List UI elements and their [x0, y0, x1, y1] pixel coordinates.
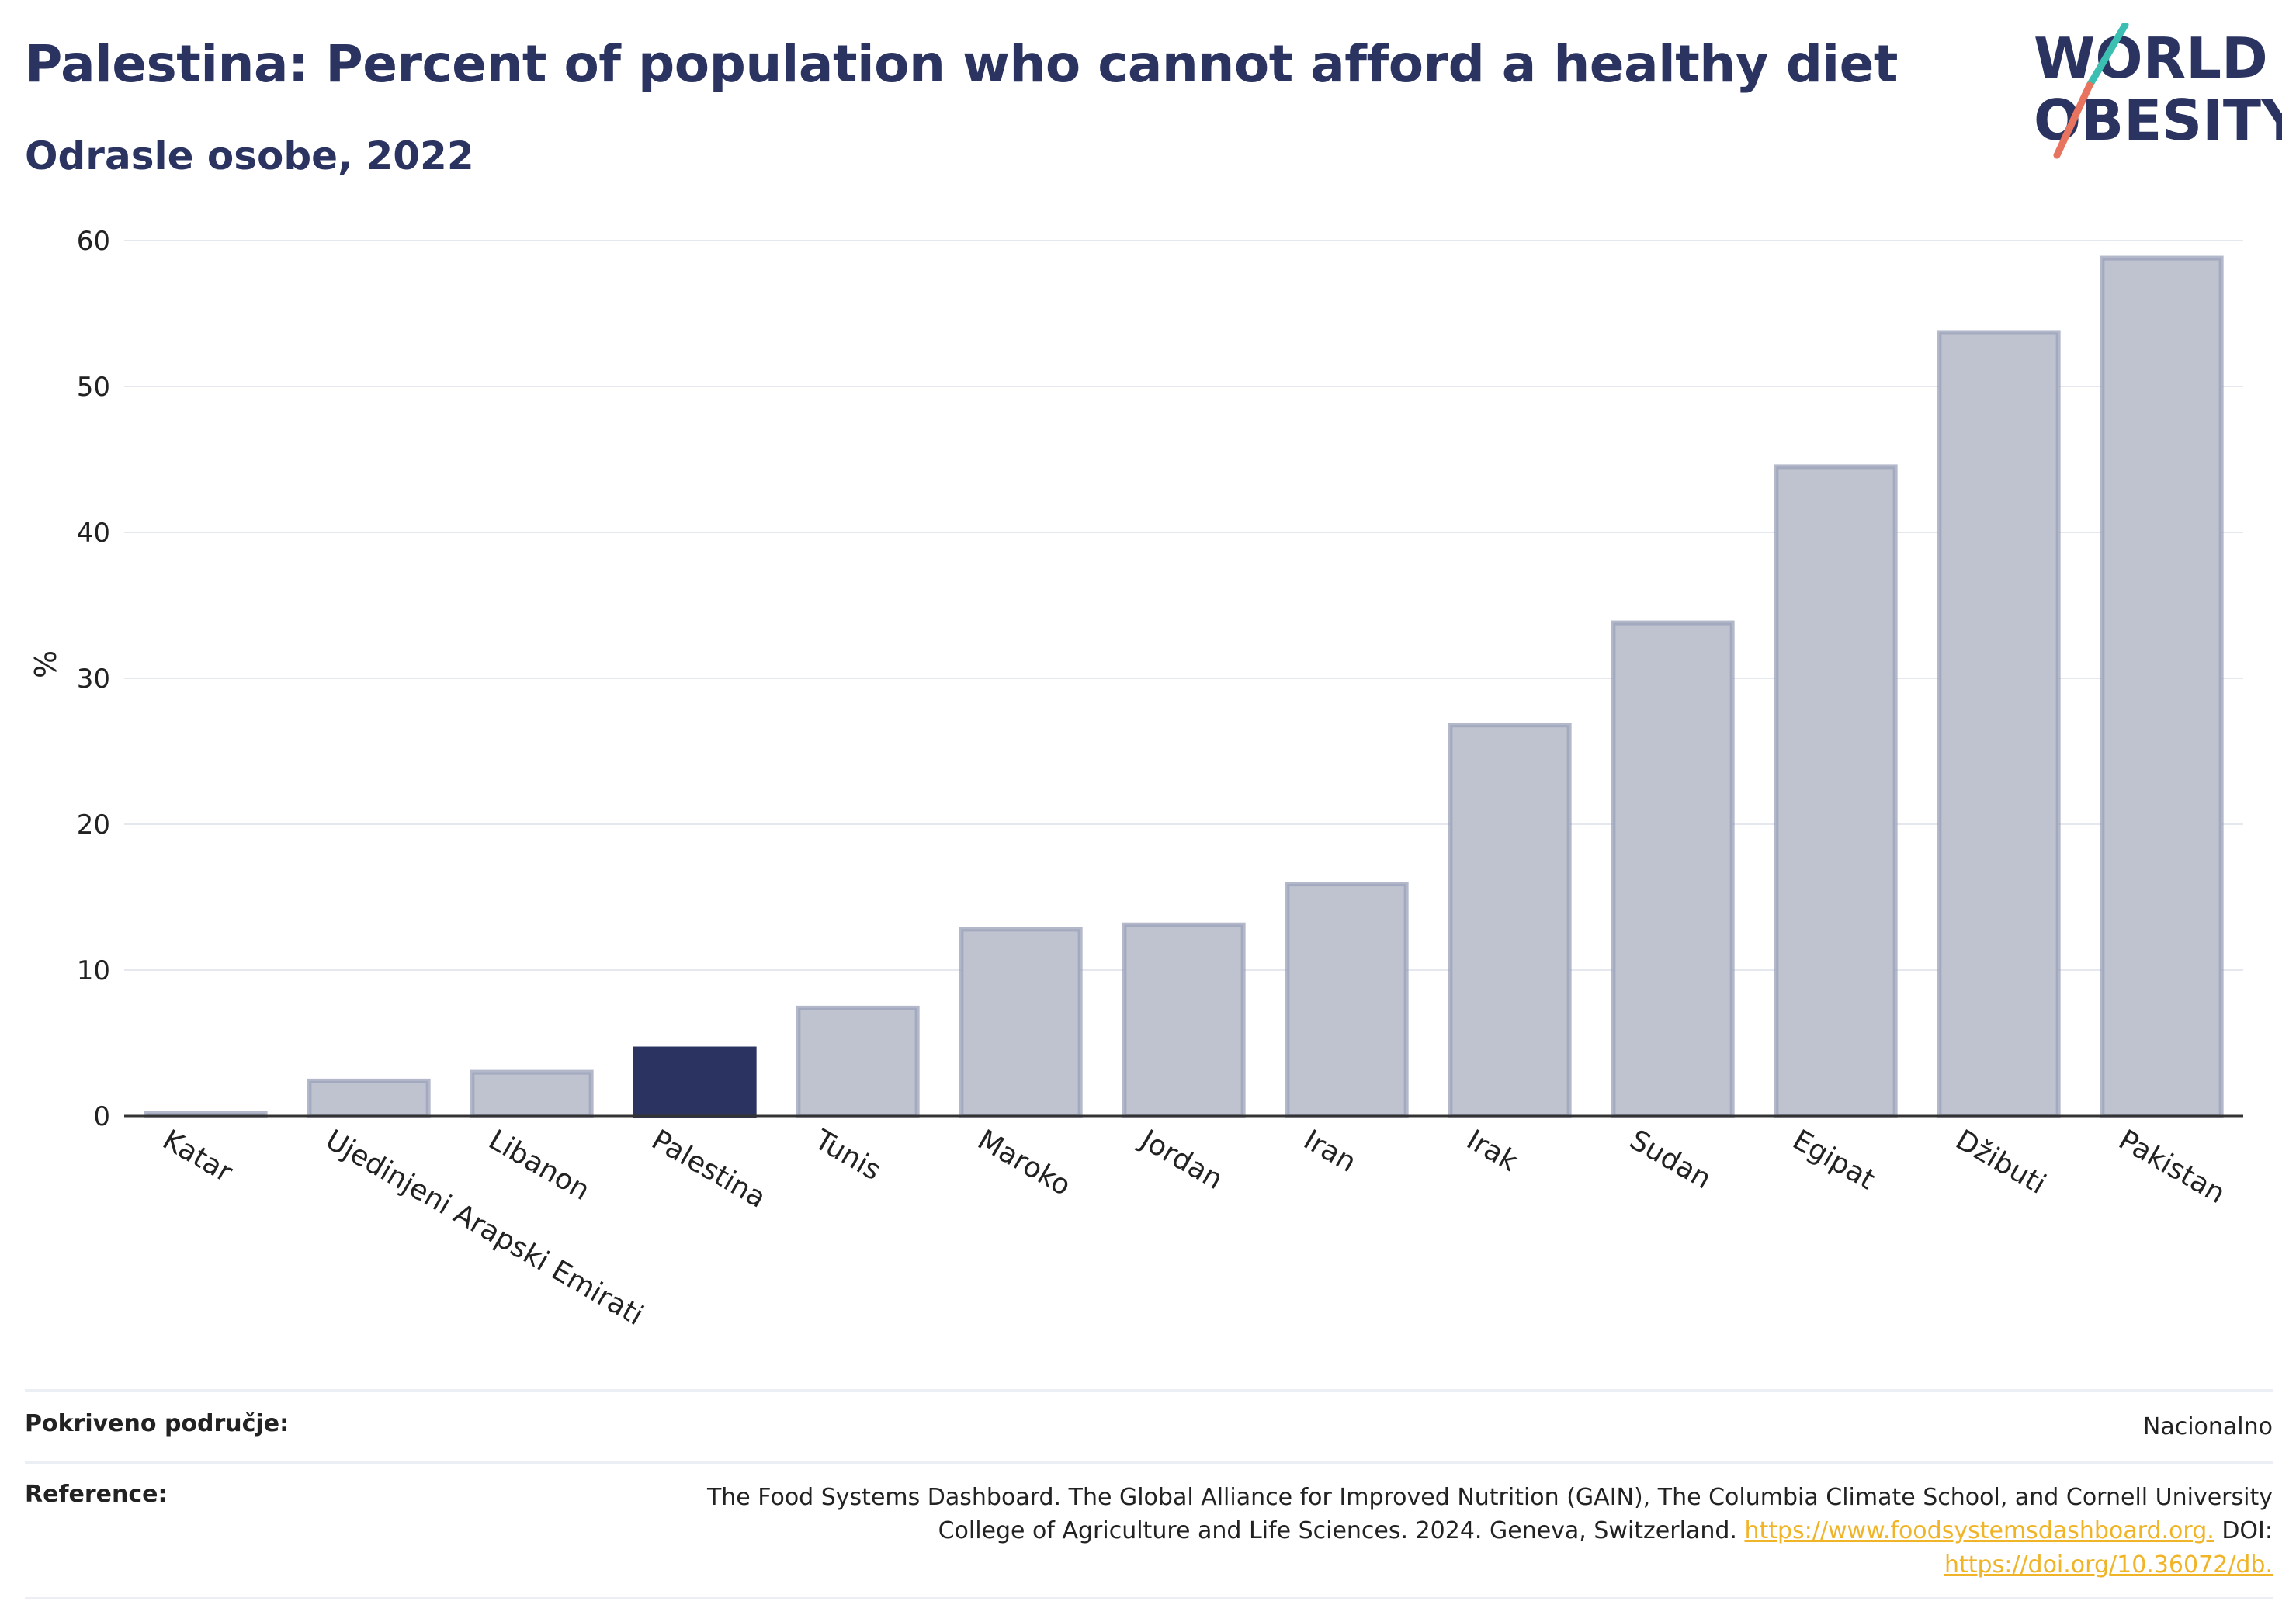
coverage-label: Pokriveno područje: [25, 1410, 290, 1437]
y-axis-label: % [29, 650, 63, 678]
coverage-value: Nacionalno [2142, 1413, 2273, 1440]
x-tick-label: Katar [158, 1124, 238, 1189]
x-tick-label: Džibuti [1951, 1124, 2051, 1201]
doi-label: DOI: [2221, 1517, 2273, 1544]
bar-irak[interactable] [1448, 723, 1572, 1118]
y-tick-label: 20 [77, 809, 110, 840]
bar-pakistan[interactable] [2100, 255, 2224, 1118]
doi-link[interactable]: https://doi.org/10.36072/db. [1944, 1551, 2273, 1579]
y-tick-label: 10 [77, 955, 110, 986]
x-tick-label: Palestina [647, 1124, 772, 1215]
y-tick-label: 0 [93, 1101, 110, 1132]
x-tick-label: Tunis [809, 1124, 886, 1187]
reference-label: Reference: [25, 1480, 168, 1508]
gridlines [124, 240, 2243, 971]
bar-tunis[interactable] [796, 1005, 920, 1118]
bar-libanon[interactable] [470, 1069, 594, 1118]
y-axis-ticks: 0 10 20 30 40 50 60 [77, 226, 110, 1132]
x-tick-label: Irak [1462, 1124, 1524, 1178]
x-tick-label: Libanon [484, 1124, 595, 1207]
bar-maroko[interactable] [959, 927, 1083, 1118]
reference-line2-text: College of Agriculture and Life Sciences… [938, 1517, 1737, 1544]
reference-line3: https://doi.org/10.36072/db. [707, 1548, 2273, 1582]
bar-jordan[interactable] [1122, 922, 1246, 1118]
reference-text: The Food Systems Dashboard. The Global A… [707, 1481, 2273, 1582]
y-tick-label: 30 [77, 664, 110, 695]
reference-row: Reference: The Food Systems Dashboard. T… [25, 1461, 2273, 1599]
chart-title: Palestina: Percent of population who can… [25, 34, 1898, 94]
y-tick-label: 60 [77, 226, 110, 257]
bar-ujedinjeni-arapski-emirati[interactable] [307, 1078, 431, 1119]
y-tick-label: 40 [77, 518, 110, 549]
world-obesity-logo: WORLD OBESITY [2034, 23, 2282, 159]
reference-line1: The Food Systems Dashboard. The Global A… [706, 1483, 2273, 1511]
bar-sudan[interactable] [1611, 620, 1735, 1118]
x-tick-label: Jordan [1134, 1123, 1228, 1196]
coverage-row: Pokriveno područje: Nacionalno [25, 1389, 2273, 1461]
x-tick-label: Iran [1299, 1124, 1361, 1179]
x-tick-label: Egipat [1788, 1124, 1881, 1196]
logo-slash-teal [2086, 23, 2129, 89]
x-tick-label: Maroko [973, 1124, 1077, 1202]
logo-slash-coral [2053, 81, 2093, 159]
x-tick-label: Pakistan [2114, 1124, 2231, 1210]
chart-subtitle: Odrasle osobe, 2022 [25, 133, 474, 178]
bar-iran[interactable] [1285, 882, 1409, 1119]
reference-line2: College of Agriculture and Life Sciences… [707, 1514, 2273, 1548]
dashboard-link[interactable]: https://www.foodsystemsdashboard.org. [1744, 1517, 2214, 1544]
logo-line1: WORLD [2034, 26, 2268, 91]
x-tick-label: Sudan [1625, 1124, 1717, 1195]
bar-egipat[interactable] [1774, 464, 1898, 1118]
bar-džibuti[interactable] [1937, 330, 2061, 1118]
x-tick-label: Ujedinjeni Arapski Emirati [321, 1124, 649, 1332]
bar-palestina[interactable] [633, 1046, 757, 1119]
footer: Pokriveno područje: Nacionalno Reference… [25, 1389, 2273, 1599]
y-tick-label: 50 [77, 372, 110, 403]
bar-chart: 0 10 20 30 40 50 60 % Katar Ujedinjeni Arapski … [29, 226, 2243, 1332]
